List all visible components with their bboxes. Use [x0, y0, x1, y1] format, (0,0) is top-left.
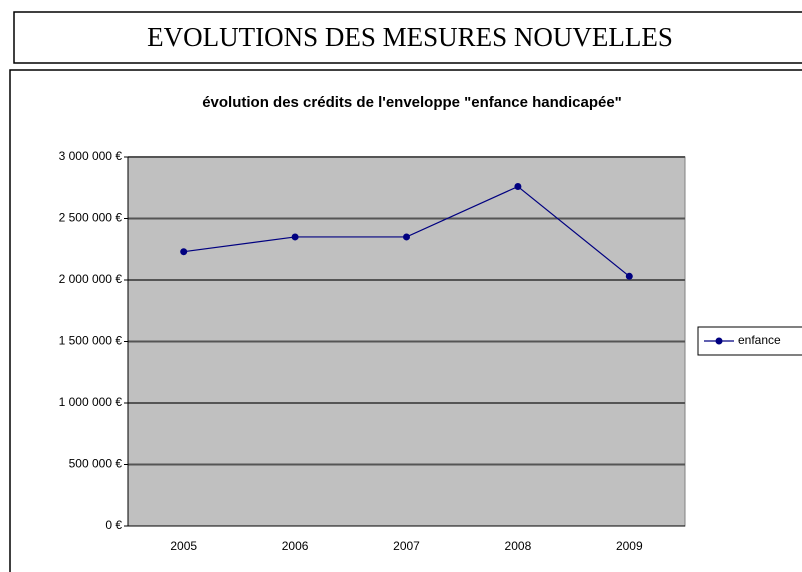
- x-tick-label: 2007: [393, 539, 420, 553]
- point: [514, 183, 522, 191]
- chart-title: évolution des crédits de l'enveloppe "en…: [202, 94, 622, 111]
- y-tick-label: 0 €: [105, 518, 122, 532]
- y-tick-label: 2 500 000 €: [59, 211, 123, 225]
- y-tick-label: 2 000 000 €: [59, 272, 123, 286]
- header-box: [13, 11, 802, 64]
- y-tick-label: 1 000 000 €: [59, 395, 123, 409]
- y-tick-label: 1 500 000 €: [59, 334, 123, 348]
- point: [625, 272, 633, 280]
- legend-label: enfance: [738, 333, 781, 347]
- y-tick-label: 500 000 €: [69, 457, 123, 471]
- x-tick-label: 2005: [170, 539, 197, 553]
- x-tick-label: 2009: [616, 539, 643, 553]
- x-tick-label: 2006: [282, 539, 309, 553]
- legend-marker: [715, 337, 723, 345]
- y-tick-label: 3 000 000 €: [59, 149, 123, 163]
- x-tick-label: 2008: [505, 539, 532, 553]
- point: [180, 248, 188, 256]
- page-title: EVOLUTIONS DES MESURES NOUVELLES: [147, 22, 673, 52]
- point: [403, 233, 410, 241]
- point: [291, 233, 299, 241]
- chart-frame: [9, 69, 802, 572]
